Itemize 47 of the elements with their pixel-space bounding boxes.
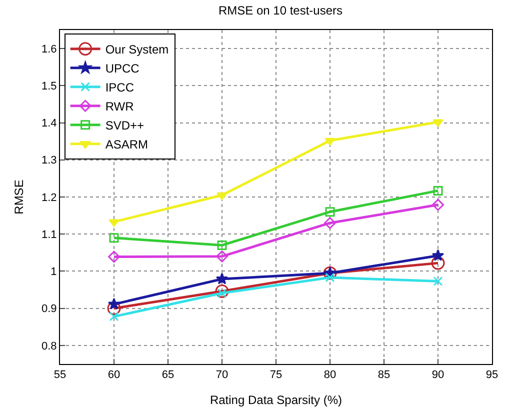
point	[324, 138, 336, 146]
point	[215, 284, 229, 298]
point	[216, 272, 228, 284]
point	[109, 233, 119, 243]
point	[432, 198, 444, 211]
y-tick-label: 1	[50, 266, 57, 278]
x-tick-label: 95	[486, 369, 498, 382]
point	[216, 250, 228, 262]
x-tick-label: 60	[108, 369, 120, 382]
point	[217, 240, 227, 250]
y-tick-label: 1.4	[42, 118, 57, 130]
legend-label: SVD++	[105, 118, 144, 133]
point	[216, 192, 228, 200]
x-tick-label: 65	[162, 369, 174, 382]
point	[432, 119, 444, 127]
legend-label: Our System	[105, 42, 169, 57]
legend-label: UPCC	[105, 62, 140, 76]
y-axis-title: RMSE	[12, 180, 26, 214]
y-tick-label: 1.3	[42, 154, 57, 167]
legend-label: RWR	[105, 100, 134, 114]
x-tick-label: 55	[54, 369, 66, 382]
legend-label: IPCC	[105, 80, 134, 95]
point	[431, 256, 445, 270]
y-tick-label: 0.9	[42, 303, 57, 316]
point	[107, 302, 121, 316]
x-tick-label: 90	[432, 369, 444, 382]
point	[432, 249, 444, 261]
x-axis-title: Rating Data Sparsity (%)	[210, 393, 342, 408]
y-tick-label: 0.8	[42, 340, 57, 352]
x-tick-label: 80	[324, 369, 336, 382]
point	[324, 217, 336, 229]
x-tick-label: 75	[270, 369, 282, 382]
point	[433, 276, 443, 286]
y-tick-label: 1.5	[42, 80, 57, 93]
chart-title: RMSE on 10 test-users	[218, 4, 343, 18]
point	[108, 298, 120, 310]
legend-label: ASARM	[105, 138, 148, 152]
point	[109, 312, 119, 322]
point	[108, 250, 120, 263]
point	[433, 186, 443, 196]
x-tick-label: 85	[378, 369, 390, 382]
point	[325, 207, 335, 217]
y-tick-label: 1.6	[42, 43, 57, 56]
y-tick-label: 1.1	[42, 228, 57, 241]
point	[108, 219, 120, 227]
y-tick-label: 1.2	[42, 192, 57, 204]
x-tick-label: 70	[216, 369, 228, 382]
